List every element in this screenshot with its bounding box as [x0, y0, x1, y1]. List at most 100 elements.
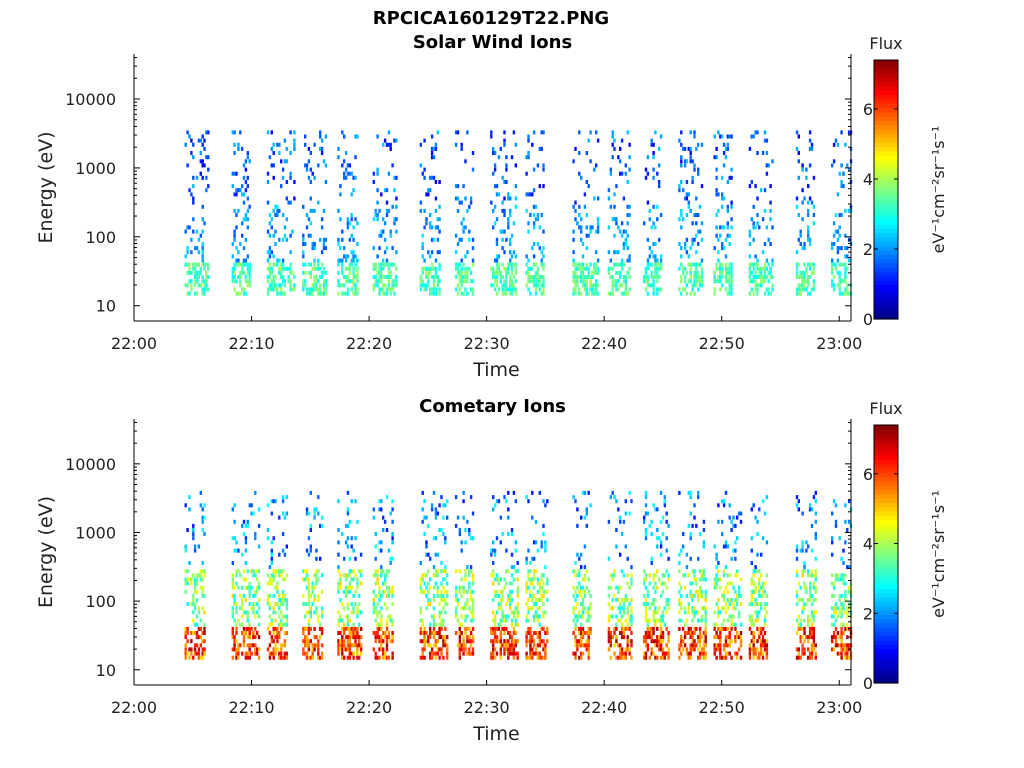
heatmap-cell [617, 618, 620, 623]
heatmap-cell [661, 614, 665, 619]
heatmap-cell [807, 598, 810, 602]
heatmap-cell [838, 275, 841, 279]
heatmap-cell [801, 283, 804, 288]
heatmap-cell [382, 631, 385, 635]
heatmap-cell [801, 643, 804, 648]
heatmap-cell [395, 138, 398, 143]
heatmap-cell [761, 639, 765, 644]
heatmap-cell [719, 651, 722, 656]
heatmap-cell [534, 204, 538, 209]
heatmap-cell [527, 155, 530, 160]
heatmap-cell [305, 167, 309, 172]
heatmap-cell [611, 291, 614, 296]
heatmap-cell [344, 291, 348, 296]
heatmap-cell [807, 618, 810, 623]
heatmap-cell [430, 262, 434, 267]
heatmap-cell [341, 635, 344, 640]
heatmap-cell [844, 262, 847, 267]
heatmap-cell [803, 275, 806, 279]
heatmap-cell [505, 643, 508, 648]
heatmap-cell [313, 643, 316, 648]
heatmap-cell [350, 287, 353, 292]
heatmap-cell [702, 528, 706, 532]
heatmap-cell [620, 569, 624, 574]
heatmap-cell [493, 204, 497, 209]
heatmap-cell [322, 283, 326, 288]
heatmap-cell [805, 167, 808, 172]
heatmap-cell [628, 204, 631, 209]
heatmap-cell [374, 655, 377, 660]
heatmap-cell [617, 598, 620, 602]
heatmap-cell [795, 270, 799, 275]
heatmap-cell [419, 606, 422, 611]
heatmap-cell [512, 250, 516, 255]
heatmap-cell [285, 511, 288, 516]
heatmap-cell [838, 246, 841, 251]
heatmap-cell [693, 643, 696, 648]
heatmap-cell [272, 569, 275, 574]
heatmap-cell [834, 606, 838, 611]
heatmap-cell [532, 213, 536, 217]
heatmap-cell [680, 213, 683, 217]
heatmap-cell [593, 291, 596, 296]
heatmap-cell [427, 279, 430, 284]
heatmap-cell [378, 593, 381, 598]
heatmap-cell [291, 287, 294, 292]
heatmap-cell [656, 536, 659, 541]
heatmap-cell [383, 221, 387, 226]
heatmap-cell [201, 577, 204, 582]
heatmap-cell [339, 283, 342, 288]
heatmap-cell [609, 614, 612, 619]
heatmap-cell [732, 515, 735, 520]
heatmap-cell [305, 577, 309, 582]
heatmap-cell [421, 254, 424, 259]
heatmap-cell [374, 569, 377, 574]
heatmap-cell [305, 643, 309, 648]
heatmap-cell [252, 631, 255, 635]
heatmap-cell [589, 287, 592, 292]
heatmap-cell [728, 175, 731, 180]
heatmap-cell [248, 631, 251, 635]
heatmap-cell [585, 151, 588, 155]
heatmap-cell [281, 643, 285, 648]
heatmap-cell [765, 651, 769, 656]
heatmap-cell [715, 146, 718, 151]
heatmap-cell [358, 602, 361, 607]
heatmap-cell [846, 643, 849, 648]
heatmap-cell [320, 138, 324, 143]
heatmap-cell [239, 275, 242, 279]
heatmap-cell [643, 655, 646, 660]
heatmap-cell [376, 188, 379, 193]
heatmap-cell [283, 291, 287, 296]
heatmap-cell [248, 275, 251, 279]
heatmap-cell [622, 229, 626, 234]
heatmap-cell [801, 635, 804, 640]
heatmap-cell [622, 291, 626, 296]
heatmap-cell [814, 585, 817, 590]
heatmap-cell [252, 511, 255, 516]
heatmap-cell [188, 655, 191, 660]
heatmap-cell [509, 598, 512, 602]
heatmap-cell [531, 275, 534, 279]
heatmap-cell [352, 631, 355, 635]
heatmap-cell [836, 192, 840, 197]
heatmap-cell [695, 610, 698, 615]
heatmap-cell [838, 262, 841, 267]
heatmap-cell [758, 275, 761, 279]
heatmap-cell [464, 577, 467, 582]
heatmap-cell [391, 651, 394, 656]
heatmap-cell [419, 163, 422, 168]
heatmap-cell [717, 561, 720, 565]
heatmap-cell [689, 159, 692, 164]
heatmap-cell [272, 536, 275, 541]
heatmap-cell [492, 266, 495, 271]
heatmap-cell [492, 548, 495, 553]
heatmap-cell [313, 573, 316, 578]
heatmap-cell [542, 639, 545, 644]
heatmap-cell [644, 287, 648, 292]
heatmap-cell [490, 200, 493, 205]
heatmap-cell [697, 556, 700, 561]
heatmap-cell [719, 233, 722, 238]
heatmap-cell [339, 217, 342, 222]
heatmap-cell [726, 279, 729, 284]
